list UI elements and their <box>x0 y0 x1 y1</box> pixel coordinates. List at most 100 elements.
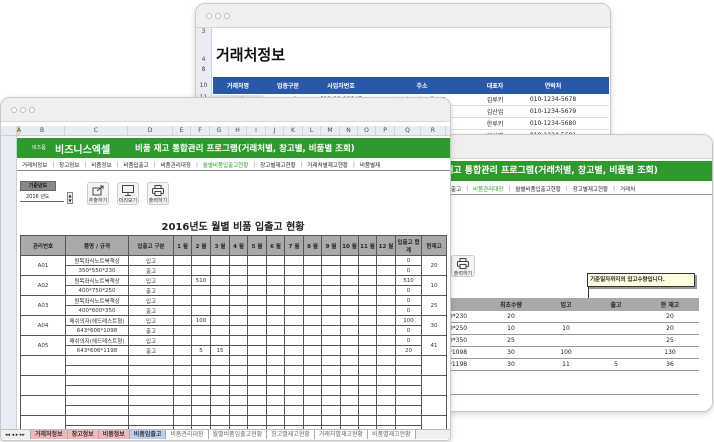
print-button[interactable]: 출력하기 <box>147 182 169 205</box>
nav-link[interactable]: 비품관리대장 <box>473 187 504 193</box>
month-cell <box>321 275 341 286</box>
nav-separator: | <box>466 186 469 192</box>
empty-cell <box>284 355 304 366</box>
sheet-tab[interactable]: 비품별재고현황 <box>368 430 416 439</box>
nav-link[interactable]: 거래처별재고현황 <box>307 163 348 169</box>
month-cell <box>191 265 211 276</box>
nav-separator: | <box>153 162 156 168</box>
tab-scroll-buttons[interactable]: ◂◂ ◂ ▸ ▸▸ <box>1 430 31 439</box>
empty-cell <box>247 415 267 426</box>
io-type: 출고 <box>128 345 174 356</box>
empty-cell <box>128 405 174 416</box>
nav-separator: | <box>352 162 355 168</box>
empty-cell <box>191 415 211 426</box>
month-cell <box>358 275 377 286</box>
month-cell <box>247 345 267 356</box>
month-cell <box>191 285 211 296</box>
month-cell <box>358 345 377 356</box>
month-cell <box>266 255 285 266</box>
io-total: 0 <box>395 325 422 336</box>
column-letter: M <box>321 126 340 135</box>
nav-link[interactable]: 비품별재 <box>359 163 381 169</box>
table-row: 643*606*1198 출고 5 15 20 <box>21 345 447 356</box>
window-controls[interactable] <box>206 13 230 19</box>
item-spec: 400*600*350 <box>65 305 129 316</box>
month-cell <box>229 315 248 326</box>
nav-link[interactable]: 월별비품입출고현황 <box>202 163 249 169</box>
month-cell <box>303 285 322 296</box>
empty-cell <box>358 405 377 416</box>
item-id: A04 <box>20 315 66 336</box>
table-cell: 36 <box>666 361 674 368</box>
nav-link[interactable]: 비품정보 <box>91 163 112 169</box>
table-cell: 20 <box>666 313 674 320</box>
sheet-tab[interactable]: 창고정보 <box>67 430 99 439</box>
empty-cell <box>340 365 359 376</box>
sheet-tab[interactable]: 창고별재고현황 <box>267 430 315 439</box>
month-cell <box>173 255 192 266</box>
sheet-tab[interactable]: 비품정보 <box>98 430 130 439</box>
table-row <box>21 365 447 376</box>
nav-link[interactable]: 입출고 <box>446 187 462 193</box>
empty-cell <box>340 375 359 386</box>
month-cell <box>340 335 359 346</box>
year-select[interactable]: 2016 년도 <box>20 192 64 202</box>
empty-cell <box>65 415 129 426</box>
preview-button[interactable]: 미리보기 <box>117 182 139 205</box>
month-cell <box>340 285 359 296</box>
month-cell <box>229 255 248 266</box>
sheet-tab[interactable]: 거래처별재고현황 <box>314 430 369 439</box>
month-cell <box>229 345 248 356</box>
empty-cell <box>173 385 192 396</box>
empty-cell <box>266 365 285 376</box>
table-row: 400*750*250 출고 0 <box>21 285 447 296</box>
empty-cell <box>65 405 129 416</box>
print-button[interactable]: 출력하기 <box>451 255 475 277</box>
empty-cell <box>321 375 341 386</box>
month-cell <box>191 305 211 316</box>
column-letter: N <box>340 126 358 135</box>
nav-link[interactable]: 거래처 <box>619 187 636 193</box>
year-spinner[interactable]: ▲ ▼ <box>67 192 73 204</box>
column-letter: A <box>17 126 22 135</box>
io-total: 510 <box>395 275 422 286</box>
empty-cell <box>266 385 285 396</box>
row-numbers <box>1 136 17 438</box>
nav-link[interactable]: 비품관리대장 <box>160 163 191 169</box>
month-cell <box>247 295 267 306</box>
nav-link[interactable]: 비품입출고 <box>123 163 149 169</box>
nav-link[interactable]: 월별비품입출고현황 <box>515 187 561 193</box>
month-cell <box>173 345 192 356</box>
column-header: 현재고 <box>421 235 447 256</box>
empty-cell <box>128 415 174 426</box>
nav-link[interactable]: 거래처정보 <box>22 163 48 169</box>
column-letter: I <box>247 126 266 135</box>
empty-cell <box>210 365 230 376</box>
empty-cell <box>395 405 422 416</box>
sheet-tab[interactable]: 거래처정보 <box>31 430 68 439</box>
nav-link[interactable]: 창고별재고현황 <box>260 163 296 169</box>
empty-cell <box>303 365 322 376</box>
sheet-tab[interactable]: 월별비품입출고현황 <box>208 430 268 439</box>
sheet-tab[interactable]: 비품입출고 <box>129 430 167 439</box>
month-cell <box>358 285 377 296</box>
nav-link[interactable]: 창고정보 <box>59 163 80 169</box>
column-header: 연락처 <box>544 83 562 90</box>
empty-cell <box>358 375 377 386</box>
export-button[interactable]: 추출하기 <box>87 182 109 205</box>
month-cell <box>376 275 396 286</box>
nav-separator: | <box>508 186 511 192</box>
month-cell <box>229 305 248 316</box>
column-header: 11 월 <box>358 235 377 256</box>
nav-link[interactable]: 창고별재고현황 <box>572 187 609 193</box>
empty-cell <box>128 395 174 406</box>
sheet-tab[interactable]: 비품관리대장 <box>166 430 209 439</box>
table-cell: 한루키 <box>486 121 504 128</box>
month-cell <box>284 255 304 266</box>
column-header: 출고 <box>610 302 622 309</box>
window-controls[interactable] <box>11 107 35 113</box>
month-cell <box>210 265 230 276</box>
empty-cell <box>210 385 230 396</box>
column-header: 관리번호 <box>20 235 66 256</box>
month-cell <box>173 335 192 346</box>
